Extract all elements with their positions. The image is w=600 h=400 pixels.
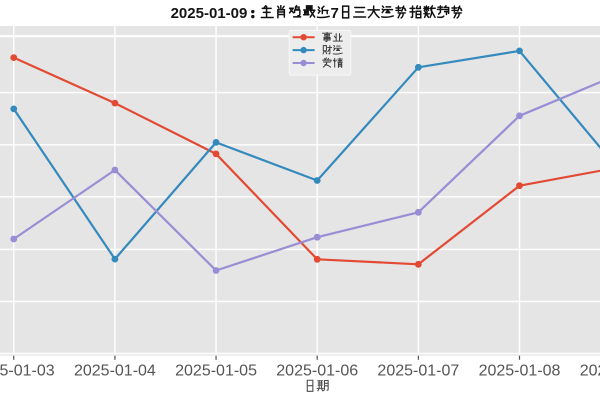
svg-text:2025-01-07: 2025-01-07: [377, 362, 459, 379]
svg-text:2025-01-05: 2025-01-05: [175, 362, 257, 379]
svg-text:7: 7: [331, 5, 339, 22]
svg-text:2025-01-09: 2025-01-09: [580, 362, 600, 379]
svg-text:2025-01-04: 2025-01-04: [74, 362, 156, 379]
svg-text:2025-01-08: 2025-01-08: [479, 362, 561, 379]
svg-text:2025-01-09: 2025-01-09: [171, 5, 248, 22]
svg-text:2025-01-06: 2025-01-06: [276, 362, 358, 379]
svg-text:2025-01-03: 2025-01-03: [0, 362, 55, 379]
